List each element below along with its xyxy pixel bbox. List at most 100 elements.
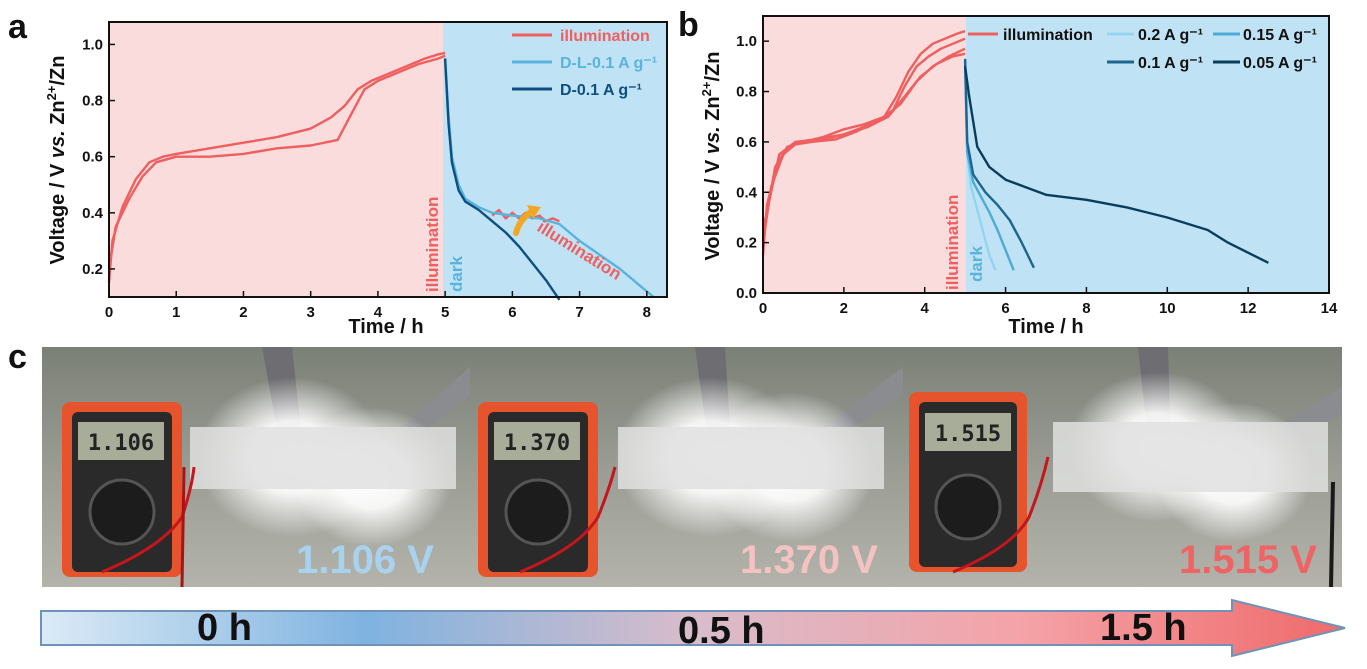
chart-a-series-1 xyxy=(107,54,446,270)
time-arrow-label-0-5h: 0.5 h xyxy=(678,610,765,652)
chart-a-legend-illumination: illumination xyxy=(560,28,650,45)
chart-a-y-tick-label: 0.8 xyxy=(82,93,103,110)
photo-2-voltage-label: 1.370 V xyxy=(740,538,878,582)
chart-a-y-tick-label: 0.4 xyxy=(82,205,104,222)
chart-b-y-tick-label: 1.0 xyxy=(736,33,757,50)
chart-b-x-tick-label: 6 xyxy=(1001,300,1009,317)
chart-a-series-4 xyxy=(443,58,561,301)
chart-a-region-label-dark: dark xyxy=(447,256,466,292)
chart-a-x-tick-label: 2 xyxy=(239,304,247,321)
chart-a-region-label-illumination: illumination xyxy=(423,197,442,292)
chart-b-y-ticks: 0.0 0.2 0.4 0.6 0.8 1.0 xyxy=(736,33,769,302)
photo-1-meter-dial xyxy=(88,478,156,546)
time-arrow-label-1-5h: 1.5 h xyxy=(1100,607,1187,649)
photo-2-meter-screen xyxy=(494,422,580,460)
chart-b-illumination-region xyxy=(763,16,966,293)
photo-1-wire-red-2 xyxy=(180,466,186,588)
chart-b-y-tick-label: 0.4 xyxy=(736,184,758,201)
chart-b-legend-b015: 0.15 A g⁻¹ xyxy=(1243,27,1317,44)
chart-b-x-tick-label: 2 xyxy=(840,300,848,317)
chart-a-legend-dl01: D-L-0.1 A g⁻¹ xyxy=(560,55,657,72)
chart-b-dark-region xyxy=(966,16,1329,293)
chart-b-legend-b02: 0.2 A g⁻¹ xyxy=(1138,27,1203,44)
photo-3: 1.515 1.515 V xyxy=(903,347,1342,588)
chart-a-x-tick-label: 5 xyxy=(441,304,449,321)
chart-a-dark-region xyxy=(443,22,667,297)
chart-a-x-tick-label: 1 xyxy=(172,304,180,321)
chart-a: 0 1 2 3 4 5 6 7 8 0.2 0.4 0.6 0.8 1.0 Time / h Volta… xyxy=(44,21,668,338)
chart-a-series-3 xyxy=(443,58,655,298)
chart-b-y-tick-label: 0.8 xyxy=(736,84,757,101)
chart-b-region-label-dark: dark xyxy=(967,246,986,282)
chart-b-legend: illumination 0.2 A g⁻¹ 0.15 A g⁻¹ 0.1 A … xyxy=(968,27,1317,72)
chart-b-legend-illumination: illumination xyxy=(1003,27,1093,44)
photo-1-meter-reading: 1.106 xyxy=(88,431,154,456)
photo-3-battery xyxy=(1053,422,1328,492)
chart-b-x-tick-label: 8 xyxy=(1082,300,1090,317)
time-arrow-shape xyxy=(40,598,1346,658)
chart-a-x-tick-label: 6 xyxy=(508,304,516,321)
chart-b-x-tick-label: 14 xyxy=(1321,300,1338,317)
photo-2: 1.370 1.370 V xyxy=(470,347,903,587)
chart-b-series-7 xyxy=(963,66,1269,264)
chart-b-legend-b01: 0.1 A g⁻¹ xyxy=(1138,55,1203,72)
chart-b-series-group xyxy=(761,29,1269,271)
chart-a-legend: illumination D-L-0.1 A g⁻¹ D-0.1 A g⁻¹ xyxy=(512,28,657,99)
chart-a-x-tick-label: 4 xyxy=(374,304,383,321)
photo-3-meter-reading: 1.515 xyxy=(935,422,1001,447)
chart-b-frame xyxy=(762,15,1330,294)
chart-a-series-group xyxy=(107,51,655,301)
photo-1-voltage-label: 1.106 V xyxy=(296,538,434,582)
chart-a-y-ticks: 0.2 0.4 0.6 0.8 1.0 xyxy=(82,36,115,278)
photo-3-meter-dial xyxy=(934,473,1002,541)
chart-a-x-tick-label: 0 xyxy=(105,304,113,321)
photo-3-meter-screen xyxy=(925,413,1011,451)
chart-b-y-tick-label: 0.0 xyxy=(736,285,757,302)
photo-3-wire-red xyxy=(952,456,1050,574)
chart-b-x-tick-label: 4 xyxy=(921,300,930,317)
panel-label-b: b xyxy=(678,6,699,44)
time-arrow-label-0h: 0 h xyxy=(197,607,252,649)
chart-b-x-tick-label: 12 xyxy=(1240,300,1257,317)
chart-a-y-axis-title: Voltage / V vs. Zn2+/Zn xyxy=(44,56,69,265)
panel-label-c: c xyxy=(8,338,27,376)
chart-b-y-tick-label: 0.6 xyxy=(736,134,757,151)
chart-a-frame xyxy=(108,21,668,298)
chart-a-x-ticks: 0 1 2 3 4 5 6 7 8 xyxy=(105,291,651,321)
chart-b-series-3 xyxy=(761,52,966,231)
chart-b-x-tick-label: 10 xyxy=(1159,300,1176,317)
chart-a-annotation-arrowhead xyxy=(527,205,541,219)
chart-a-y-tick-label: 0.2 xyxy=(82,261,103,278)
chart-a-x-tick-label: 8 xyxy=(643,304,651,321)
photo-strip: 1.106 1.106 V 1.370 1.370 V xyxy=(42,347,1342,588)
chart-a-y-tick-label: 1.0 xyxy=(82,36,103,53)
chart-b-legend-b005: 0.05 A g⁻¹ xyxy=(1243,55,1317,72)
chart-b-x-axis-title: Time / h xyxy=(1008,316,1083,338)
photo-1-meter-screen xyxy=(78,422,164,460)
photo-2-meter-dial xyxy=(504,478,572,546)
chart-a-x-axis-title: Time / h xyxy=(348,316,423,338)
chart-a-x-tick-label: 7 xyxy=(575,304,583,321)
photo-2-meter-reading: 1.370 xyxy=(504,431,570,456)
chart-b-series-5 xyxy=(963,61,1015,271)
chart-b-x-tick-label: 0 xyxy=(759,300,767,317)
time-arrow: 0 h 0.5 h 1.5 h xyxy=(40,598,1346,658)
photo-2-battery xyxy=(618,427,884,489)
chart-b-y-tick-label: 0.2 xyxy=(736,235,757,252)
chart-b-x-ticks: 0 2 4 6 8 10 12 14 xyxy=(759,287,1338,317)
photo-3-wire-black xyxy=(1329,481,1335,588)
chart-a-series-0 xyxy=(107,51,446,284)
chart-a-legend-d01: D-0.1 A g⁻¹ xyxy=(560,82,642,99)
chart-b-series-6 xyxy=(963,58,1035,269)
chart-a-y-tick-label: 0.6 xyxy=(82,149,103,166)
chart-b-region-label-illumination: illumination xyxy=(943,195,962,290)
panel-label-a: a xyxy=(8,8,28,46)
chart-a-x-tick-label: 3 xyxy=(307,304,315,321)
chart-b: 0 2 4 6 8 10 12 14 0.00.20.40.60.81.0 Time / h … xyxy=(699,15,1338,338)
photo-1-battery xyxy=(190,427,456,489)
chart-b-y-axis-title: Voltage / V vs. Zn2+/Zn xyxy=(699,52,724,261)
photo-2-wire-red xyxy=(519,466,617,574)
photo-1: 1.106 1.106 V xyxy=(42,347,470,588)
photo-3-voltage-label: 1.515 V xyxy=(1179,538,1317,582)
